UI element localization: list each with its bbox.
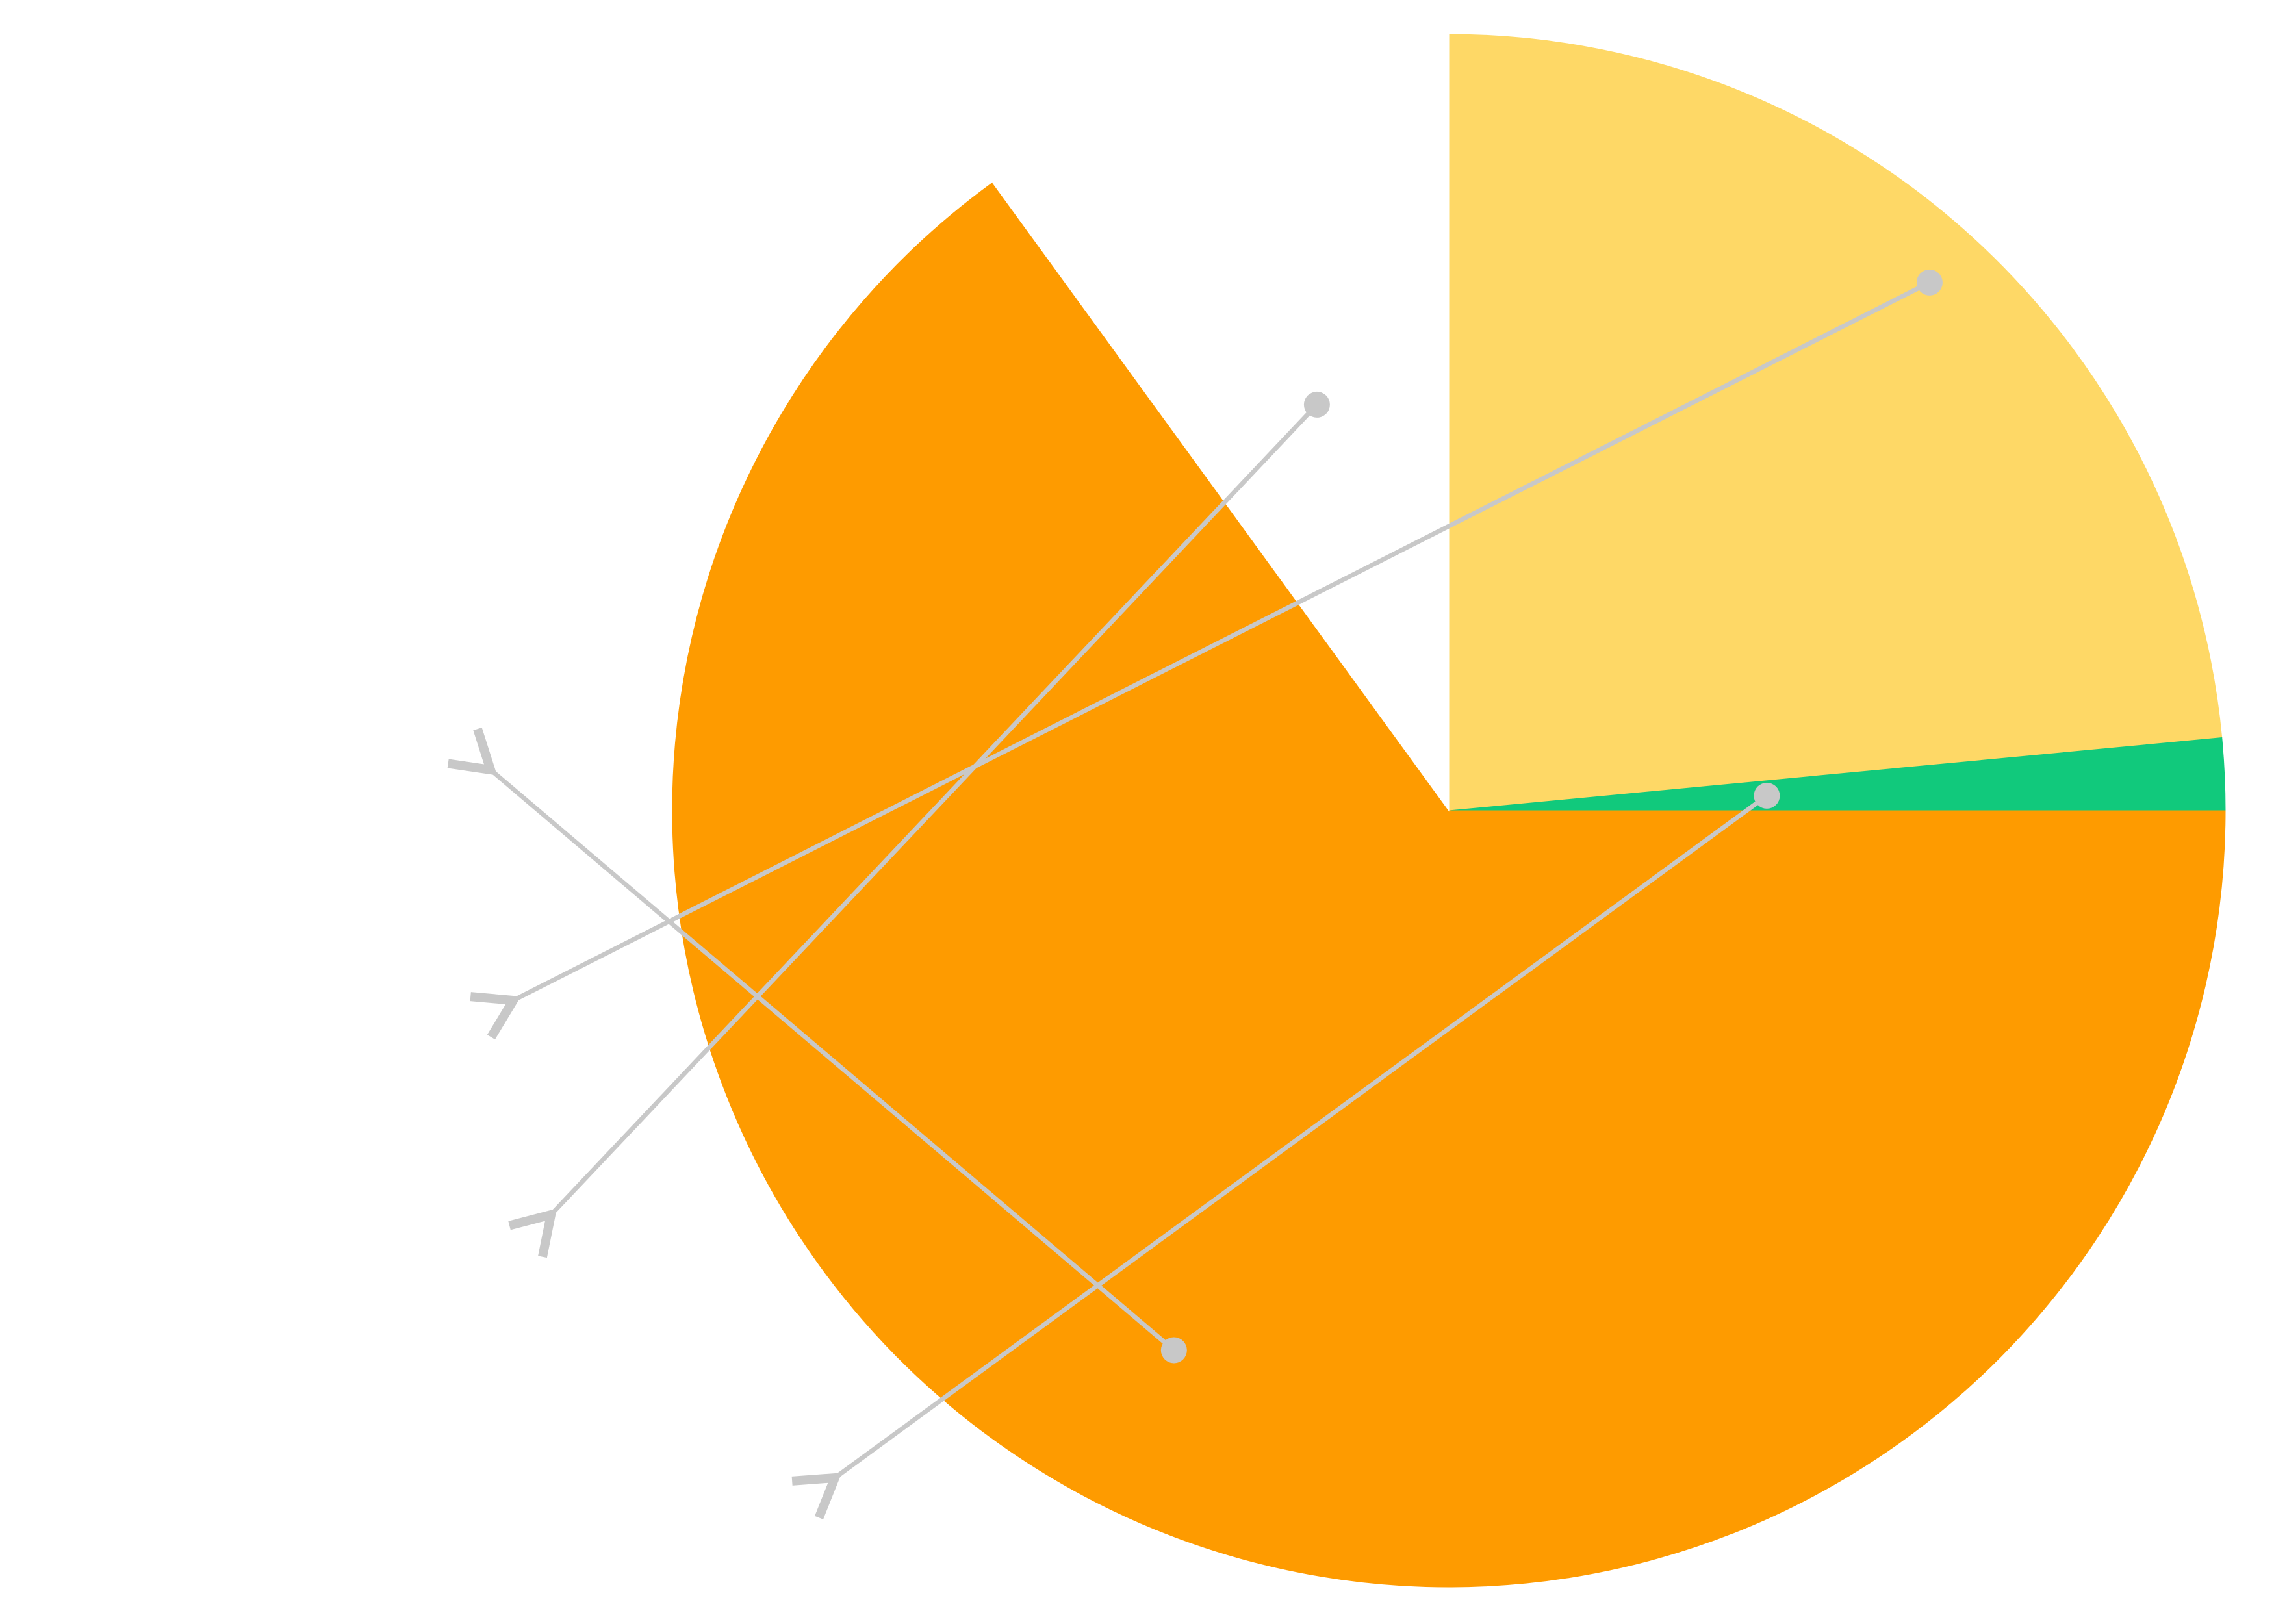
callout-line-2 xyxy=(508,402,1320,1258)
pie-slice-0 xyxy=(1448,34,2223,811)
callout-line-0 xyxy=(447,727,1177,1353)
callout-line-3 xyxy=(791,793,1769,1519)
pie-slice-2 xyxy=(672,182,2226,1588)
callout-dot-3 xyxy=(1754,782,1780,809)
pie-slices xyxy=(672,34,2226,1588)
callout-lines xyxy=(447,269,1943,1519)
pie-slice-3 xyxy=(991,34,1450,812)
callout-dot-1 xyxy=(1916,269,1943,296)
callout-dot-0 xyxy=(1160,1337,1187,1364)
callout-dot-2 xyxy=(1303,391,1330,418)
callout-line-1 xyxy=(470,280,1932,1040)
